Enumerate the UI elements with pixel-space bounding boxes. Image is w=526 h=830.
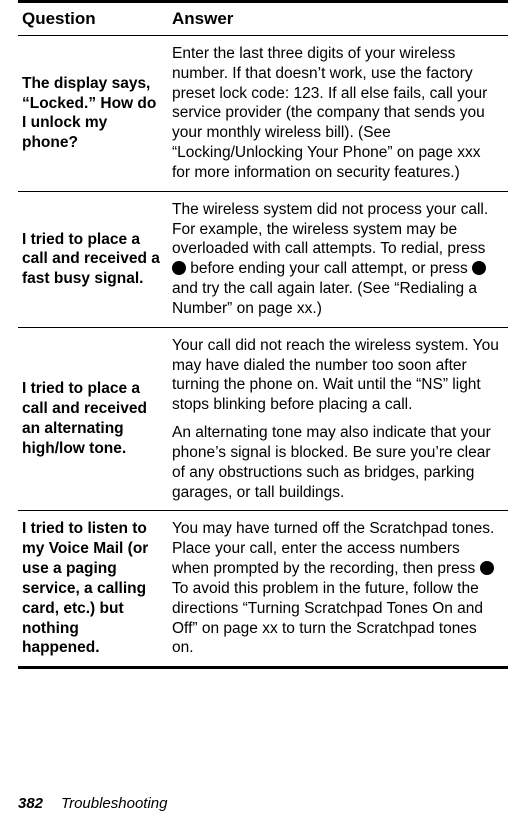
table-row: The display says, “Locked.” How do I unl…	[18, 36, 508, 192]
page-container: Question Answer The display says, “Locke…	[0, 0, 526, 669]
answer-paragraph: Your call did not reach the wireless sys…	[172, 336, 500, 415]
phone-key-icon	[472, 261, 486, 275]
question-cell: I tried to listen to my Voice Mail (or u…	[18, 511, 168, 668]
answer-cell: Your call did not reach the wireless sys…	[168, 327, 508, 511]
answer-paragraph: An alternating tone may also indicate th…	[172, 423, 500, 502]
phone-key-icon	[172, 261, 186, 275]
question-cell: I tried to place a call and received a f…	[18, 191, 168, 327]
answer-paragraph: The wireless system did not process your…	[172, 200, 500, 319]
question-cell: I tried to place a call and received an …	[18, 327, 168, 511]
answer-cell: You may have turned off the Scratchpad t…	[168, 511, 508, 668]
table-row: I tried to listen to my Voice Mail (or u…	[18, 511, 508, 668]
table-row: I tried to place a call and received a f…	[18, 191, 508, 327]
phone-key-icon	[480, 561, 494, 575]
answer-cell: Enter the last three digits of your wire…	[168, 36, 508, 192]
troubleshooting-table: Question Answer The display says, “Locke…	[18, 0, 508, 669]
section-title: Troubleshooting	[61, 795, 167, 812]
page-footer: 382 Troubleshooting	[18, 795, 168, 812]
page-number: 382	[18, 795, 43, 812]
table-header-row: Question Answer	[18, 2, 508, 36]
question-cell: The display says, “Locked.” How do I unl…	[18, 36, 168, 192]
answer-paragraph: Enter the last three digits of your wire…	[172, 44, 500, 183]
header-question: Question	[18, 2, 168, 36]
header-answer: Answer	[168, 2, 508, 36]
table-row: I tried to place a call and received an …	[18, 327, 508, 511]
answer-paragraph: You may have turned off the Scratchpad t…	[172, 519, 500, 658]
answer-cell: The wireless system did not process your…	[168, 191, 508, 327]
